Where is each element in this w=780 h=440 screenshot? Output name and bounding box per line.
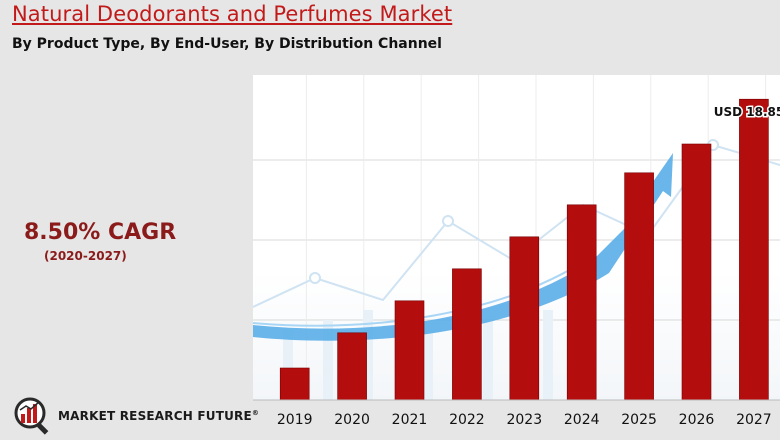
x-tick-label: 2024 xyxy=(564,412,600,428)
background-trend-point xyxy=(442,215,454,227)
cagr-period: (2020-2027) xyxy=(44,249,127,263)
background-column xyxy=(323,320,333,400)
x-tick-label: 2025 xyxy=(621,412,657,428)
growth-arrow-highlight xyxy=(253,256,592,327)
chart-subtitle: By Product Type, By End-User, By Distrib… xyxy=(12,36,442,52)
bar-2021 xyxy=(394,300,425,401)
bar-2022 xyxy=(452,268,482,401)
bar-2020 xyxy=(337,332,367,401)
bar-2023 xyxy=(509,236,540,401)
x-tick-label: 2020 xyxy=(334,412,370,428)
bar-2026 xyxy=(681,143,712,401)
bar-2025 xyxy=(624,172,654,401)
value-annotation: USD 18.85 Bn xyxy=(714,105,780,119)
x-tick-label: 2022 xyxy=(449,412,485,428)
x-tick-label: 2027 xyxy=(736,412,772,428)
bar-2019 xyxy=(279,367,310,401)
brand-logo: MARKET RESEARCH FUTURE® xyxy=(12,396,262,436)
background-trend-point xyxy=(309,272,321,284)
chart-area: 2019 2020 2021 2022 2023 2024 2025 2026 2027 USD … xyxy=(253,75,780,428)
background-column xyxy=(483,320,493,400)
background-column xyxy=(283,330,293,400)
bar-chart: 2019 2020 2021 2022 2023 2024 2025 2026 2027 USD … xyxy=(253,75,780,428)
x-tick-label: 2023 xyxy=(506,412,542,428)
bar-2027 xyxy=(739,98,769,401)
bar-2024 xyxy=(566,204,597,401)
x-tick-label: 2019 xyxy=(277,412,313,428)
background-column xyxy=(423,330,433,400)
x-tick-label: 2021 xyxy=(392,412,428,428)
brand-name: MARKET RESEARCH FUTURE® xyxy=(58,409,260,423)
magnifier-chart-icon xyxy=(14,397,49,435)
cagr-value: 8.50% CAGR xyxy=(24,220,177,245)
chart-title: Natural Deodorants and Perfumes Market xyxy=(12,2,453,26)
x-tick-label: 2026 xyxy=(679,412,715,428)
background-column xyxy=(363,310,373,400)
background-column xyxy=(543,310,553,400)
